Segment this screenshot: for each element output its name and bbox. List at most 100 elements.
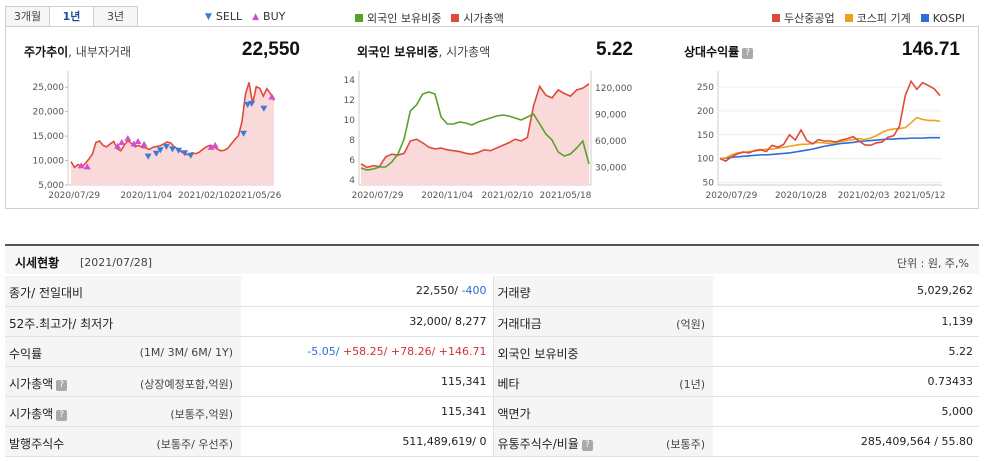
legend-market-cap-label: 시가총액 bbox=[463, 12, 504, 25]
status-value-cell: -5.05/ +58.25/ +78.26/ +146.71 bbox=[241, 336, 494, 367]
legend-kospi-machine: 코스피 기계 bbox=[844, 10, 911, 26]
foreign-panel-value: 5.22 bbox=[596, 39, 633, 60]
green-square-icon bbox=[355, 14, 363, 22]
status-label: 거래대금 (억원) bbox=[493, 306, 713, 337]
status-label: 베타 (1년) bbox=[493, 366, 713, 397]
status-value: 5,000 bbox=[713, 396, 979, 427]
help-icon[interactable]: ? bbox=[56, 379, 68, 391]
x-tick-label: 2021/05/12 bbox=[894, 191, 946, 201]
help-icon[interactable]: ? bbox=[56, 409, 68, 421]
y2-tick-label: 90,000 bbox=[595, 111, 627, 121]
sell-marker bbox=[244, 101, 252, 108]
status-label: 액면가 bbox=[493, 396, 713, 427]
y2-tick-label: 120,000 bbox=[595, 84, 632, 94]
y-tick-label: 150 bbox=[697, 131, 714, 141]
sell-marker bbox=[187, 152, 195, 159]
status-label: 유통주식수/비율? (보통주) bbox=[493, 426, 713, 457]
x-tick-label: 2021/02/10 bbox=[482, 191, 534, 201]
tab-1y[interactable]: 1년 bbox=[49, 6, 94, 27]
status-value: 285,409,564 / 55.80 bbox=[713, 426, 979, 457]
status-label: 시가총액? (보통주,억원) bbox=[5, 396, 241, 427]
legend-buy: ▲ BUY bbox=[252, 10, 285, 23]
y-tick-label: 6 bbox=[349, 156, 355, 166]
buy-marker bbox=[268, 93, 276, 100]
buy-marker bbox=[77, 162, 85, 169]
buy-marker bbox=[124, 135, 132, 142]
market-cap-line bbox=[360, 83, 590, 169]
help-icon[interactable]: ? bbox=[742, 48, 754, 59]
legend-kospi-machine-label: 코스피 기계 bbox=[856, 12, 911, 25]
y2-tick-label: 60,000 bbox=[595, 137, 627, 147]
y-tick-label: 50 bbox=[703, 179, 715, 189]
status-row: 발행주식수 (보통주/ 우선주) 511,489,619/ 0 유통주식수/비율? (보… bbox=[5, 426, 979, 457]
status-value-cell: 115,341 bbox=[241, 396, 494, 427]
buy-marker bbox=[130, 140, 138, 147]
foreign-chart: 14 12 10 8 6 4 120,000 90,000 60,000 30,000 2020/0… bbox=[344, 71, 632, 201]
legend-kospi-label: KOSPI bbox=[932, 11, 965, 25]
y2-tick-label: 30,000 bbox=[595, 163, 627, 173]
y-tick-label: 5,000 bbox=[38, 181, 64, 191]
x-tick-label: 2020/07/29 bbox=[352, 191, 404, 201]
tab-3y[interactable]: 3년 bbox=[93, 6, 138, 27]
status-row: 시가총액? (보통주,억원) 115,341 액면가 5,000 bbox=[5, 396, 979, 427]
foreign-panel-title: 외국인 보유비중, 시가총액 bbox=[357, 45, 491, 59]
price-panel-title: 주가추이, 내부자거래 bbox=[24, 45, 132, 59]
status-title: 시세현황 bbox=[15, 256, 60, 270]
relative-panel-title: 상대수익률? bbox=[684, 43, 754, 60]
x-tick-label: 2021/05/26 bbox=[230, 191, 282, 201]
buy-marker bbox=[118, 138, 126, 145]
x-tick-label: 2021/05/18 bbox=[540, 191, 592, 201]
x-tick-label: 2021/02/03 bbox=[838, 191, 890, 201]
triangle-down-icon: ▼ bbox=[205, 11, 212, 22]
y-tick-label: 10,000 bbox=[33, 157, 65, 167]
status-value: 0.73433 bbox=[713, 366, 979, 397]
foreign-legend: 외국인 보유비중 시가총액 bbox=[355, 10, 514, 26]
y-tick-label: 12 bbox=[344, 96, 355, 106]
status-row: 종가/ 전일대비 22,550/ -400 거래량 5,029,262 bbox=[5, 276, 979, 307]
price-panel-value: 22,550 bbox=[241, 39, 300, 60]
sell-marker bbox=[152, 150, 160, 157]
y-tick-label: 25,000 bbox=[33, 83, 65, 93]
sell-marker bbox=[156, 147, 164, 154]
return-legend: 두산중공업 코스피 기계 KOSPI bbox=[772, 10, 965, 26]
x-tick-label: 2020/10/28 bbox=[775, 191, 827, 201]
status-value: 1,139 bbox=[713, 306, 979, 337]
help-icon[interactable]: ? bbox=[581, 439, 593, 451]
legend-doosan-label: 두산중공업 bbox=[784, 12, 835, 25]
sell-marker bbox=[169, 146, 176, 153]
status-value: 115,341 bbox=[441, 404, 487, 418]
status-value: 5.22 bbox=[713, 336, 979, 367]
status-header: 시세현황 [2021/07/28] 단위 : 원, 주,% bbox=[5, 244, 979, 274]
sell-marker bbox=[240, 130, 248, 137]
buy-marker bbox=[114, 142, 122, 149]
status-label: 외국인 보유비중 bbox=[493, 336, 713, 367]
buy-marker bbox=[134, 137, 142, 144]
change-value: -400 bbox=[458, 284, 487, 298]
legend-kospi: KOSPI bbox=[920, 11, 965, 25]
tab-3m[interactable]: 3개월 bbox=[5, 6, 50, 27]
status-label: 종가/ 전일대비 bbox=[5, 276, 241, 307]
status-label: 거래량 bbox=[493, 276, 713, 307]
relative-panel: 상대수익률? 146.71 250 200 150 100 50 2020/07/29 20… bbox=[666, 37, 966, 207]
unit-label: 단위 : 원, 주,% bbox=[896, 257, 969, 270]
legend-sell: ▼ SELL bbox=[205, 10, 242, 23]
return-value: +78.26/ bbox=[387, 344, 436, 358]
market-cap-area bbox=[361, 83, 589, 185]
status-value: 5,029,262 bbox=[713, 276, 979, 307]
status-label: 52주.최고가/ 최저가 bbox=[5, 306, 241, 337]
doosan-line bbox=[719, 79, 941, 162]
relative-panel-value: 146.71 bbox=[901, 39, 960, 60]
price-area bbox=[71, 82, 274, 185]
sell-marker bbox=[144, 153, 152, 160]
red-square-icon bbox=[451, 14, 460, 22]
status-value: 32,000/ 8,277 bbox=[409, 314, 487, 328]
legend-sell-label: SELL bbox=[215, 10, 243, 23]
relative-chart: 250 200 150 100 50 2020/07/29 2020/10/28 2021/0… bbox=[697, 71, 946, 201]
status-value: 22,550/ bbox=[415, 284, 459, 298]
period-tabs: 3개월 1년 3년 bbox=[5, 6, 138, 27]
x-tick-label: 2020/07/29 bbox=[48, 191, 100, 201]
status-value-cell: 22,550/ -400 bbox=[241, 276, 494, 307]
return-value: +146.71 bbox=[435, 344, 487, 358]
sell-marker bbox=[162, 143, 170, 150]
status-label: 시가총액? (상장예정포함,억원) bbox=[5, 366, 241, 397]
